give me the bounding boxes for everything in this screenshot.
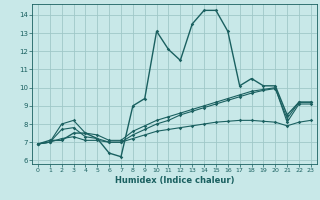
X-axis label: Humidex (Indice chaleur): Humidex (Indice chaleur): [115, 176, 234, 185]
